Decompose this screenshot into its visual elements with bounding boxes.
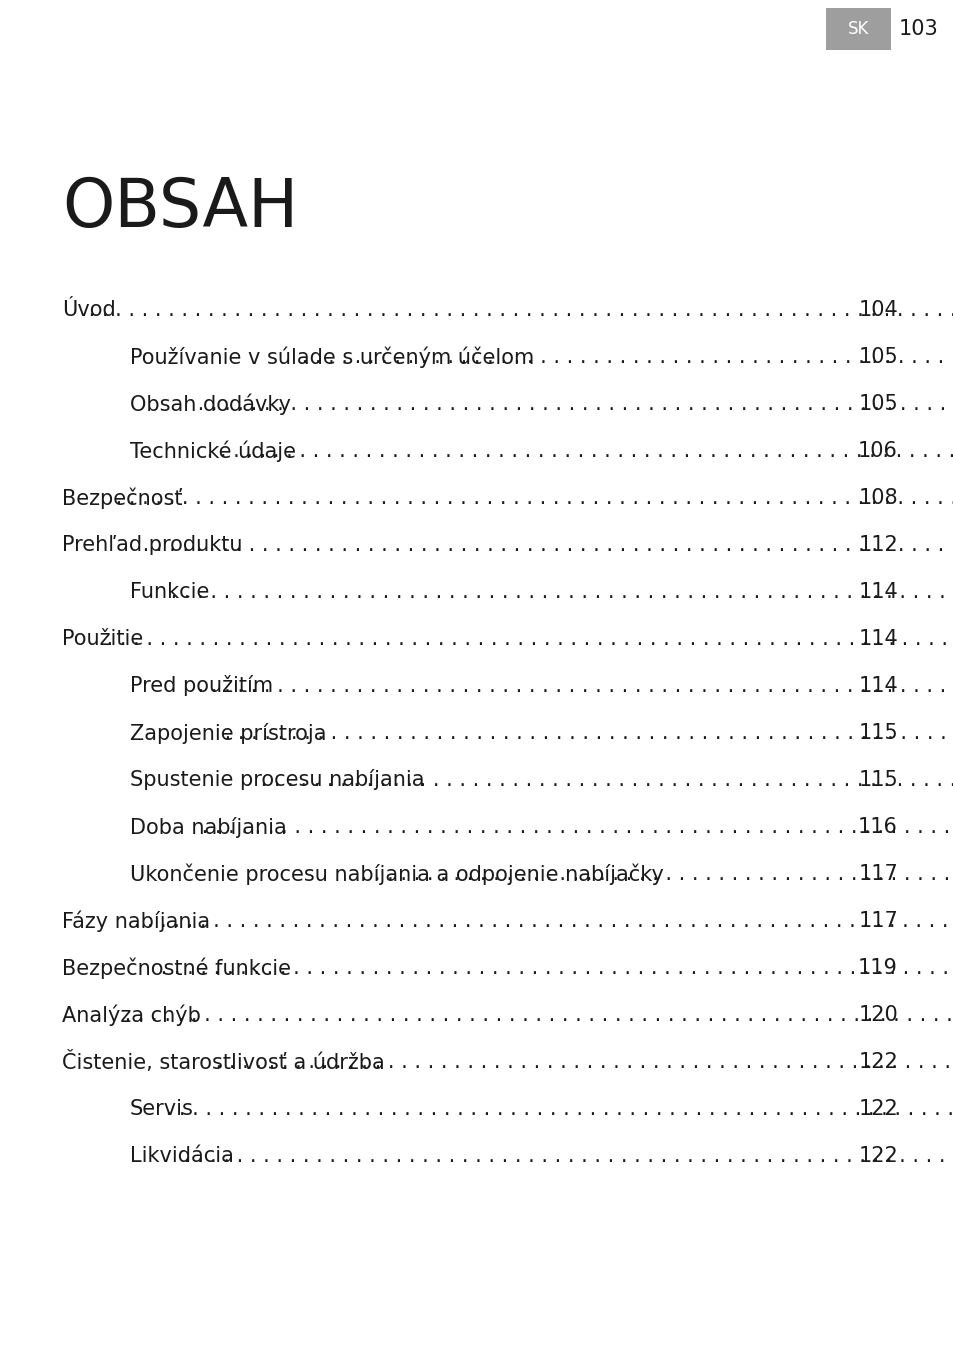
Text: 105: 105 bbox=[858, 347, 897, 367]
Text: 112: 112 bbox=[858, 535, 897, 555]
Text: OBSAH: OBSAH bbox=[62, 175, 297, 241]
Text: . . . . . . . . . . . . . . . . . . . . . . . . . . . . . . . . . . . . . . . . : . . . . . . . . . . . . . . . . . . . . … bbox=[118, 1005, 953, 1025]
Text: . . . . . . . . . . . . . . . . . . . . . . . . . . . . . . . . . . . . . . . . : . . . . . . . . . . . . . . . . . . . . … bbox=[294, 347, 953, 367]
Text: . . . . . . . . . . . . . . . . . . . . . . . . . . . . . . . . . . . . . . . . : . . . . . . . . . . . . . . . . . . . . … bbox=[253, 769, 953, 790]
Text: . . . . . . . . . . . . . . . . . . . . . . . . . . . . . . . . . . . . . . . . : . . . . . . . . . . . . . . . . . . . . … bbox=[177, 1146, 953, 1166]
Text: Obsah dodávky: Obsah dodávky bbox=[130, 393, 291, 414]
Text: 122: 122 bbox=[858, 1052, 897, 1072]
Text: Spustenie procesu nabíjania: Spustenie procesu nabíjania bbox=[130, 769, 424, 791]
Text: . . . . . . . . . . . . . . . . . . . . . . . . . . . . . . . . . . . . . . . . : . . . . . . . . . . . . . . . . . . . . … bbox=[154, 958, 953, 978]
Text: . . . . . . . . . . . . . . . . . . . . . . . . . . . . . . . . . . . . . . . . : . . . . . . . . . . . . . . . . . . . . … bbox=[159, 1099, 953, 1119]
Text: . . . . . . . . . . . . . . . . . . . . . . . . . . . . . . . . . . . . . . . . : . . . . . . . . . . . . . . . . . . . . … bbox=[354, 863, 953, 884]
Text: 106: 106 bbox=[858, 441, 897, 461]
Text: Úvod: Úvod bbox=[62, 300, 115, 320]
Text: Funkcie: Funkcie bbox=[130, 582, 209, 603]
Text: 117: 117 bbox=[858, 911, 897, 931]
Text: . . . . . . . . . . . . . . . . . . . . . . . . . . . . . . . . . . . . . . . . : . . . . . . . . . . . . . . . . . . . . … bbox=[217, 724, 953, 742]
Text: Čistenie, starostlivosť a údržba: Čistenie, starostlivosť a údržba bbox=[62, 1050, 384, 1073]
Text: Zapojenie prístroja: Zapojenie prístroja bbox=[130, 722, 326, 744]
Text: SK: SK bbox=[847, 20, 868, 38]
Text: . . . . . . . . . . . . . . . . . . . . . . . . . . . . . . . . . . . . . . . . : . . . . . . . . . . . . . . . . . . . . … bbox=[82, 300, 953, 320]
Text: Servis: Servis bbox=[130, 1099, 193, 1119]
Text: Prehľad produktu: Prehľad produktu bbox=[62, 535, 242, 555]
Text: . . . . . . . . . . . . . . . . . . . . . . . . . . . . . . . . . . . . . . . . : . . . . . . . . . . . . . . . . . . . . … bbox=[127, 911, 953, 931]
Text: . . . . . . . . . . . . . . . . . . . . . . . . . . . . . . . . . . . . . . . . : . . . . . . . . . . . . . . . . . . . . … bbox=[191, 394, 953, 414]
Text: Doba nabíjania: Doba nabíjania bbox=[130, 816, 287, 838]
Text: 122: 122 bbox=[858, 1146, 897, 1166]
Text: . . . . . . . . . . . . . . . . . . . . . . . . . . . . . . . . . . . . . . . . : . . . . . . . . . . . . . . . . . . . . … bbox=[209, 1052, 953, 1072]
Text: 122: 122 bbox=[858, 1099, 897, 1119]
Text: 104: 104 bbox=[858, 300, 897, 320]
Bar bbox=[825, 8, 890, 50]
Text: Analýza chýb: Analýza chýb bbox=[62, 1005, 201, 1026]
Text: Ukončenie procesu nabíjania a odpojenie nabíjačky: Ukončenie procesu nabíjania a odpojenie … bbox=[130, 863, 663, 885]
Text: Používanie v súlade s určeným účelom: Používanie v súlade s určeným účelom bbox=[130, 346, 534, 367]
Text: Bezpečnosť: Bezpečnosť bbox=[62, 487, 182, 508]
Text: . . . . . . . . . . . . . . . . . . . . . . . . . . . . . . . . . . . . . . . . : . . . . . . . . . . . . . . . . . . . . … bbox=[195, 816, 953, 837]
Text: 114: 114 bbox=[858, 629, 897, 650]
Text: 114: 114 bbox=[858, 677, 897, 695]
Text: . . . . . . . . . . . . . . . . . . . . . . . . . . . . . . . . . . . . . . . . : . . . . . . . . . . . . . . . . . . . . … bbox=[100, 629, 953, 650]
Text: 115: 115 bbox=[858, 724, 897, 742]
Text: . . . . . . . . . . . . . . . . . . . . . . . . . . . . . . . . . . . . . . . . : . . . . . . . . . . . . . . . . . . . . … bbox=[136, 535, 953, 555]
Text: 108: 108 bbox=[858, 488, 897, 508]
Text: 115: 115 bbox=[858, 769, 897, 790]
Text: 120: 120 bbox=[858, 1005, 897, 1025]
Text: . . . . . . . . . . . . . . . . . . . . . . . . . . . . . . . . . . . . . . . . : . . . . . . . . . . . . . . . . . . . . … bbox=[110, 488, 953, 508]
Text: Likvidácia: Likvidácia bbox=[130, 1146, 233, 1166]
Text: . . . . . . . . . . . . . . . . . . . . . . . . . . . . . . . . . . . . . . . . : . . . . . . . . . . . . . . . . . . . . … bbox=[199, 441, 953, 461]
Text: . . . . . . . . . . . . . . . . . . . . . . . . . . . . . . . . . . . . . . . . : . . . . . . . . . . . . . . . . . . . . … bbox=[191, 677, 953, 695]
Text: 103: 103 bbox=[898, 19, 938, 39]
Text: 117: 117 bbox=[858, 863, 897, 884]
Text: Pred použitím: Pred použitím bbox=[130, 675, 273, 697]
Text: Fázy nabíjania: Fázy nabíjania bbox=[62, 911, 210, 932]
Text: Technické údaje: Technické údaje bbox=[130, 440, 295, 461]
Text: 114: 114 bbox=[858, 582, 897, 603]
Text: Použitie: Použitie bbox=[62, 629, 143, 650]
Text: 116: 116 bbox=[858, 816, 897, 837]
Text: 105: 105 bbox=[858, 394, 897, 414]
Text: Bezpečnostné funkcie: Bezpečnostné funkcie bbox=[62, 958, 291, 979]
Text: 119: 119 bbox=[858, 958, 897, 978]
Text: . . . . . . . . . . . . . . . . . . . . . . . . . . . . . . . . . . . . . . . . : . . . . . . . . . . . . . . . . . . . . … bbox=[164, 582, 953, 603]
